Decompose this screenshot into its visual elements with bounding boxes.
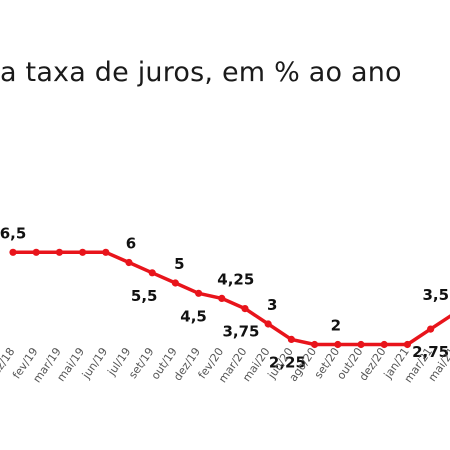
data-label: 6,5 — [0, 224, 26, 242]
data-point-layer — [9, 248, 435, 349]
data-point — [102, 248, 110, 256]
data-label: 2,25 — [269, 353, 306, 371]
data-point — [32, 248, 40, 256]
data-point — [403, 340, 411, 349]
data-point — [195, 289, 203, 297]
data-point — [55, 248, 64, 256]
data-label: 3 — [267, 296, 277, 314]
selic-rate-line — [11, 250, 450, 347]
data-point — [241, 305, 249, 313]
data-point — [311, 340, 319, 349]
data-label-layer: 6,5 6 5,5 5 4,5 4,25 3,75 3 2,25 2 2,75 3,5 — [0, 224, 449, 371]
chart-title: a taxa de juros, em % ao ano — [0, 57, 402, 88]
data-label: 2 — [331, 317, 341, 335]
series-line-layer — [11, 250, 450, 347]
data-point — [148, 269, 156, 277]
data-label: 3,75 — [222, 323, 259, 341]
data-label: 6 — [126, 235, 136, 253]
data-label: 4,5 — [180, 307, 207, 325]
x-tick-layer: dez/18fev/19mar/19mai/19jun/19jul/19set/… — [0, 345, 450, 385]
data-point — [427, 325, 435, 333]
data-point — [380, 340, 388, 349]
data-point — [287, 335, 295, 343]
data-label: 2,75 — [412, 343, 449, 361]
data-point — [357, 340, 365, 349]
data-point — [125, 258, 133, 267]
data-point — [334, 340, 342, 349]
data-point — [218, 294, 226, 302]
data-label: 5 — [174, 255, 184, 273]
data-label: 4,25 — [217, 270, 254, 288]
data-point — [9, 248, 17, 256]
data-label: 5,5 — [131, 287, 158, 305]
data-point — [171, 279, 179, 287]
data-point — [264, 320, 272, 328]
data-point — [79, 248, 87, 256]
data-label: 3,5 — [423, 286, 450, 304]
